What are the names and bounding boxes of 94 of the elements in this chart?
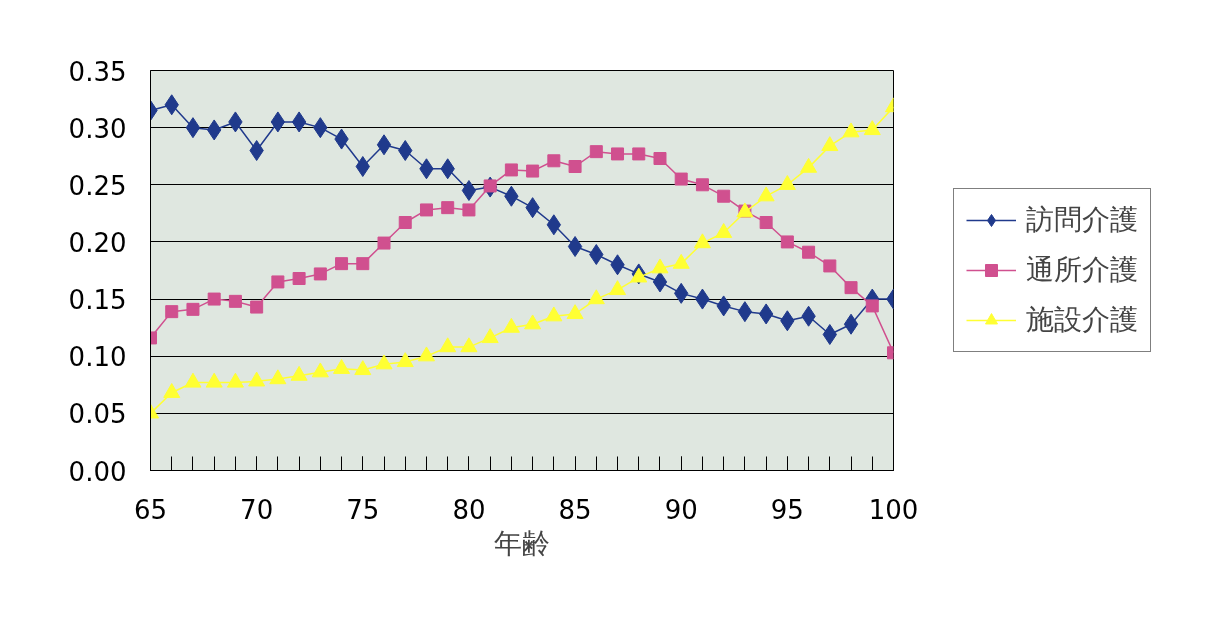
- point: [441, 201, 455, 215]
- y-tick-label: 0.30: [68, 113, 127, 144]
- point: [715, 223, 733, 238]
- point: [356, 257, 370, 271]
- point: [609, 280, 627, 296]
- point: [759, 216, 773, 229]
- point: [568, 160, 582, 173]
- point: [524, 314, 542, 330]
- x-tick-label: 100: [868, 494, 919, 525]
- point: [355, 156, 370, 177]
- y-tick-label: 0.35: [68, 56, 127, 87]
- x-tick-label: 95: [770, 494, 804, 525]
- point: [502, 317, 520, 333]
- y-tick-label: 0.05: [68, 399, 127, 430]
- point: [587, 289, 605, 305]
- y-tick-label: 0.25: [68, 170, 127, 201]
- point: [207, 292, 221, 306]
- point: [184, 372, 202, 388]
- point: [205, 372, 223, 388]
- point: [589, 244, 604, 265]
- point: [165, 305, 179, 319]
- point: [695, 178, 709, 192]
- point: [843, 313, 859, 335]
- point: [249, 140, 264, 161]
- x-tick-label: 80: [452, 494, 486, 525]
- point: [375, 354, 393, 370]
- point: [545, 306, 563, 322]
- point: [462, 203, 476, 217]
- point: [461, 180, 477, 201]
- point: [271, 275, 285, 289]
- legend-label: 通所介護: [1026, 252, 1138, 288]
- point: [737, 301, 753, 323]
- legend-label: 施設介護: [1026, 302, 1138, 338]
- point: [651, 258, 669, 274]
- point: [398, 216, 412, 229]
- point: [547, 154, 561, 168]
- point: [228, 294, 242, 308]
- point: [270, 111, 286, 133]
- point: [674, 172, 688, 186]
- y-tick-label: 0.10: [68, 342, 127, 373]
- point: [291, 111, 307, 133]
- point: [163, 383, 181, 398]
- point: [630, 267, 648, 283]
- x-tick-label: 75: [346, 494, 380, 525]
- y-tick-label: 0.00: [68, 456, 127, 487]
- point: [823, 259, 837, 273]
- point: [269, 369, 287, 385]
- point: [717, 189, 731, 203]
- x-tick-label: 65: [133, 494, 168, 525]
- point: [248, 371, 266, 387]
- point: [292, 272, 306, 285]
- point: [354, 360, 372, 376]
- point: [589, 145, 603, 159]
- point: [653, 152, 667, 165]
- point: [865, 299, 879, 313]
- point: [844, 281, 858, 295]
- point: [526, 164, 540, 178]
- point: [611, 147, 625, 161]
- point: [250, 300, 264, 314]
- point: [290, 365, 308, 381]
- legend-label: 訪問介護: [1026, 202, 1138, 238]
- x-tick-label: 90: [664, 494, 698, 525]
- point: [417, 346, 435, 362]
- point: [758, 303, 774, 325]
- point: [376, 134, 392, 156]
- x-tick-label: 85: [558, 494, 592, 525]
- point: [822, 324, 837, 345]
- point: [566, 304, 584, 320]
- point: [632, 147, 646, 161]
- point: [439, 337, 457, 353]
- point: [652, 271, 668, 293]
- point: [226, 372, 244, 388]
- point: [567, 236, 583, 257]
- point: [460, 337, 478, 353]
- point: [481, 328, 499, 344]
- point: [693, 233, 711, 249]
- x-axis-title: 年齢: [494, 526, 550, 560]
- point: [335, 257, 349, 271]
- point: [377, 236, 391, 250]
- point: [546, 214, 562, 236]
- point: [419, 203, 433, 217]
- point: [186, 302, 200, 316]
- y-tick-label: 0.15: [68, 285, 127, 316]
- point: [185, 117, 201, 139]
- y-tick-label: 0.20: [68, 227, 127, 258]
- point: [313, 267, 327, 281]
- point: [398, 140, 413, 161]
- point: [333, 359, 351, 374]
- point: [780, 235, 794, 249]
- point: [504, 163, 518, 177]
- point: [396, 352, 414, 368]
- x-tick-label: 70: [240, 494, 274, 525]
- point: [311, 362, 329, 378]
- point: [802, 245, 816, 259]
